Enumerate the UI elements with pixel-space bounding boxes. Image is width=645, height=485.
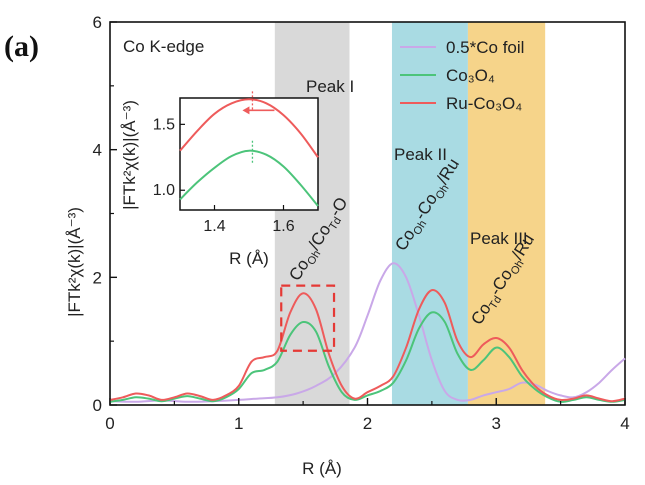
inset-y-tick-label: 1.5 [153,116,175,133]
inset-x-tick-label: 1.6 [272,218,294,235]
series-line-co-foil [109,262,626,403]
highlight-layer [280,284,336,352]
inset-x-tick-label: 1.4 [203,218,225,235]
legend-label-ru-co3o4: Ru-Co₃O₄ [446,94,522,113]
chart-title: Co K-edge [123,37,204,56]
inset-shift-arrowhead [242,106,250,115]
x-tick-label: 4 [620,414,629,433]
inset-series-line-ru-co3o4 [179,98,319,158]
y-tick-label: 6 [93,13,102,32]
peak-band-3 [467,22,546,405]
y-tick-label: 4 [93,141,102,160]
band-label-peak-2: Peak II [394,145,447,164]
inset-frame [179,97,319,211]
y-tick-label: 0 [93,396,102,415]
band-label-peak-3: Peak III [470,229,528,248]
inset-chart: 1.4 1.6 1.0 1.5 R (Å) |FTk²χ(k)|(Å⁻³) [120,91,319,268]
series-line-co3o4 [109,311,626,403]
legend-label-co3o4: Co₃O₄ [446,66,495,85]
band-label-peak-1: Peak I [306,77,354,96]
peak-band-2 [391,22,468,405]
ticks-layer: 0 1 2 3 4 0 2 4 6 [93,13,630,433]
x-axis-label: R (Å) [302,459,342,478]
inset-y-tick-label: 1.0 [153,182,175,199]
inset-x-axis-label: R (Å) [229,249,269,268]
y-tick-label: 2 [93,268,102,287]
inset-y-axis-label: |FTk²χ(k)|(Å⁻³) [120,100,139,210]
legend-label-co-foil: 0.5*Co foil [446,38,524,57]
inset-series-layer [179,91,319,207]
x-tick-label: 1 [234,414,243,433]
panel-label: (a) [4,30,39,63]
series-layer [109,262,626,403]
inset-series-line-co3o4 [179,149,319,207]
x-tick-label: 2 [363,414,372,433]
plot-frame [109,21,626,406]
inset-ticks-layer: 1.4 1.6 1.0 1.5 [153,116,295,235]
highlight-box [280,284,336,352]
x-tick-label: 0 [105,414,114,433]
peak-bands [274,22,546,405]
series-line-ru-co3o4 [109,288,626,403]
x-tick-label: 3 [492,414,501,433]
y-axis-label: |FTk²χ(k)|(Å⁻³) [65,207,84,317]
legend: 0.5*Co foil Co₃O₄ Ru-Co₃O₄ [400,38,524,113]
